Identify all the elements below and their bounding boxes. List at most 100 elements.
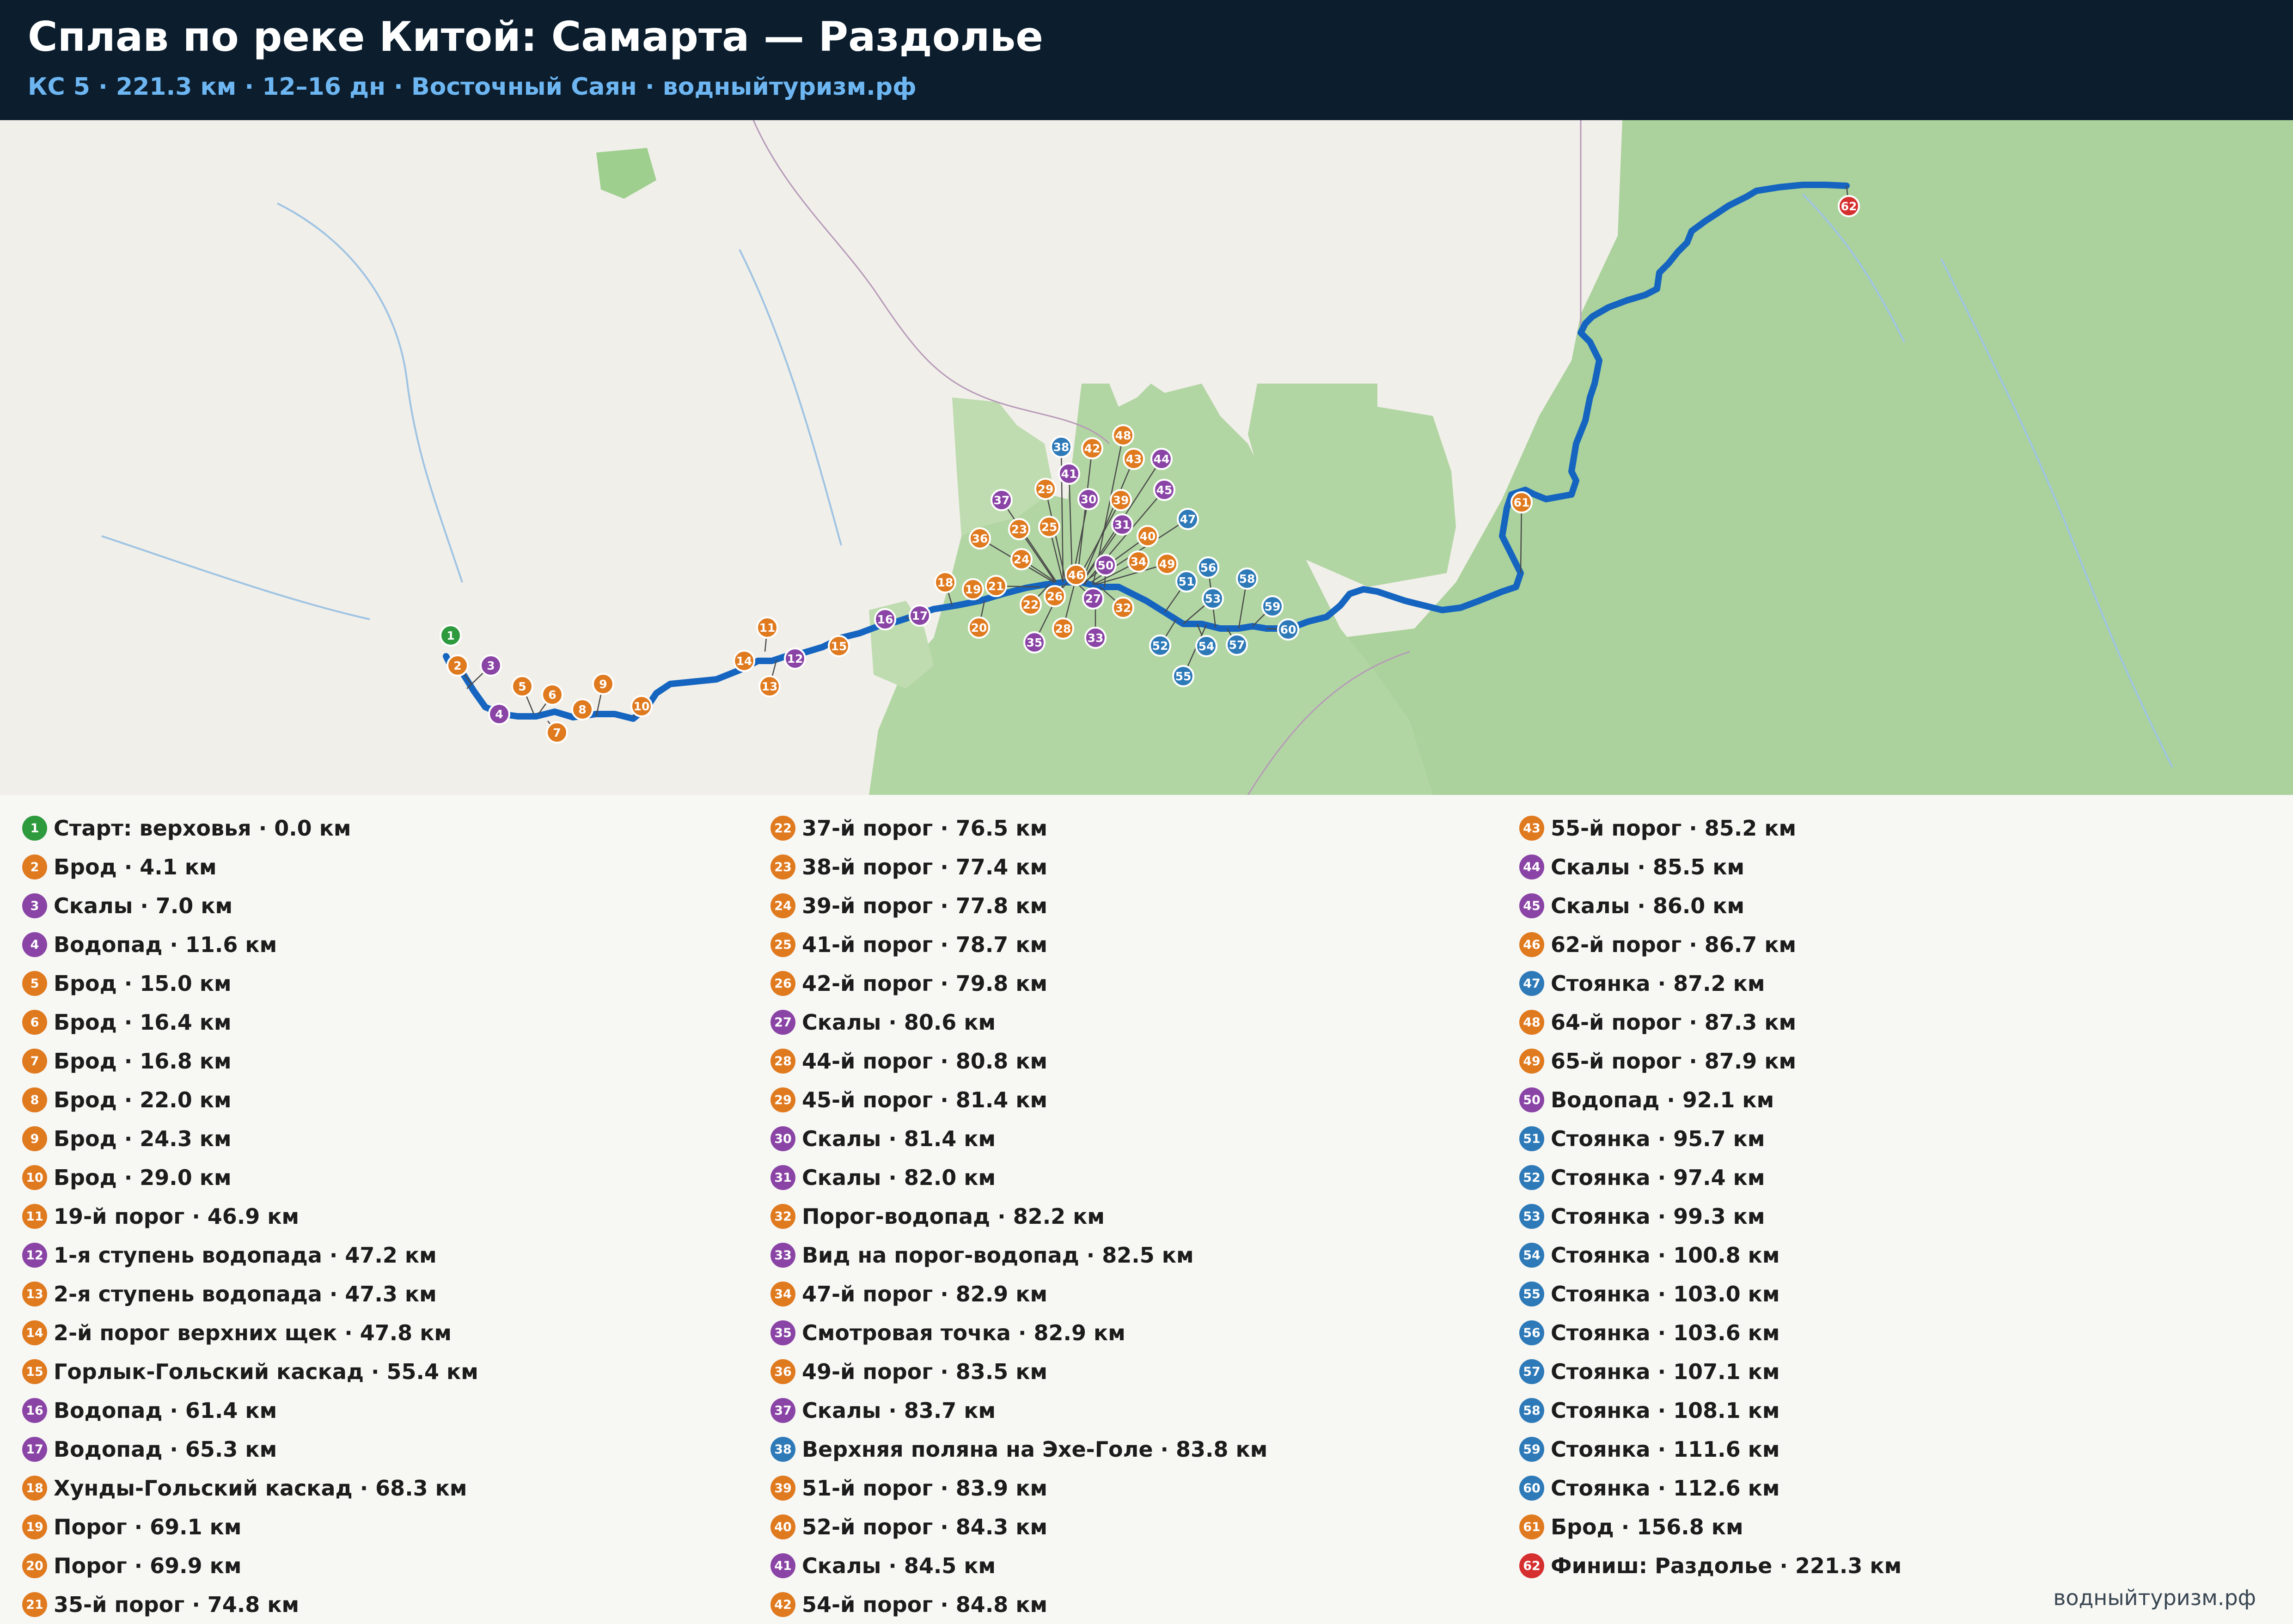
route-marker[interactable]: 2 — [446, 654, 469, 677]
route-marker[interactable]: 29 — [1034, 478, 1057, 500]
route-line[interactable] — [443, 182, 1850, 722]
route-marker-circle[interactable] — [1065, 564, 1087, 586]
route-marker-circle[interactable] — [1077, 488, 1100, 510]
route-marker-circle[interactable] — [1095, 554, 1117, 576]
route-marker-circle[interactable] — [1111, 513, 1133, 536]
route-marker-circle[interactable] — [1177, 508, 1199, 530]
route-marker-circle[interactable] — [446, 654, 469, 677]
route-marker[interactable]: 60 — [1277, 618, 1299, 641]
route-marker[interactable]: 8 — [571, 698, 593, 720]
route-marker-circle[interactable] — [1153, 479, 1175, 501]
route-marker-circle[interactable] — [1112, 424, 1134, 446]
route-marker-circle[interactable] — [1084, 627, 1107, 649]
route-marker-circle[interactable] — [1082, 587, 1104, 610]
route-marker[interactable]: 3 — [480, 654, 502, 677]
route-marker-circle[interactable] — [1050, 436, 1072, 458]
route-marker-circle[interactable] — [1838, 195, 1860, 217]
route-marker-circle[interactable] — [756, 617, 778, 639]
route-marker[interactable]: 43 — [1123, 448, 1145, 470]
route-marker-circle[interactable] — [1226, 634, 1248, 656]
route-marker[interactable]: 59 — [1261, 595, 1284, 617]
route-marker[interactable]: 35 — [1023, 631, 1046, 653]
route-marker[interactable]: 34 — [1127, 550, 1150, 573]
route-marker[interactable]: 38 — [1050, 436, 1072, 458]
route-marker[interactable]: 22 — [1020, 593, 1042, 616]
route-marker[interactable]: 6 — [541, 684, 563, 706]
route-marker-circle[interactable] — [969, 527, 991, 549]
route-marker-circle[interactable] — [546, 721, 568, 744]
route-marker[interactable]: 13 — [758, 675, 781, 697]
route-marker[interactable]: 5 — [511, 675, 533, 697]
route-marker[interactable]: 23 — [1008, 518, 1030, 540]
route-marker[interactable]: 62 — [1838, 195, 1860, 217]
route-marker[interactable]: 14 — [733, 650, 755, 672]
route-marker[interactable]: 45 — [1153, 479, 1175, 501]
route-marker-circle[interactable] — [1172, 665, 1194, 687]
route-marker[interactable]: 32 — [1112, 597, 1134, 619]
route-marker[interactable]: 11 — [756, 617, 778, 639]
route-marker[interactable]: 25 — [1038, 516, 1060, 538]
route-marker-circle[interactable] — [733, 650, 755, 672]
route-marker[interactable]: 18 — [934, 571, 956, 593]
route-marker-circle[interactable] — [488, 703, 510, 725]
route-marker[interactable]: 55 — [1172, 665, 1194, 687]
route-marker[interactable]: 39 — [1110, 489, 1132, 511]
route-marker[interactable]: 36 — [969, 527, 991, 549]
route-marker-circle[interactable] — [985, 575, 1007, 597]
route-marker-circle[interactable] — [1008, 518, 1030, 540]
route-marker-circle[interactable] — [1110, 489, 1132, 511]
route-marker-circle[interactable] — [630, 695, 653, 717]
route-marker[interactable]: 15 — [828, 635, 850, 657]
route-marker[interactable]: 19 — [962, 578, 984, 600]
route-marker[interactable]: 24 — [1010, 548, 1033, 570]
route-map[interactable]: 1 2 3 4 5 6 7 8 9 10 11 12 13 14 15 16 17 18 19 20 21 22 23 24 2… — [0, 120, 2293, 795]
route-marker[interactable]: 48 — [1112, 424, 1134, 446]
route-marker[interactable]: 33 — [1084, 627, 1107, 649]
route-marker[interactable]: 46 — [1065, 564, 1087, 586]
route-marker-circle[interactable] — [1510, 491, 1533, 513]
route-marker-circle[interactable] — [828, 635, 850, 657]
route-marker[interactable]: 26 — [1044, 585, 1066, 607]
route-marker-circle[interactable] — [962, 578, 984, 600]
route-marker[interactable]: 16 — [874, 608, 896, 630]
route-marker[interactable]: 61 — [1510, 491, 1533, 513]
route-marker[interactable]: 52 — [1149, 635, 1171, 657]
route-marker-circle[interactable] — [571, 698, 593, 720]
route-marker-circle[interactable] — [1058, 463, 1080, 485]
route-marker[interactable]: 31 — [1111, 513, 1133, 536]
route-marker-circle[interactable] — [1052, 617, 1074, 640]
route-marker[interactable]: 21 — [985, 575, 1007, 597]
route-marker[interactable]: 30 — [1077, 488, 1100, 510]
route-marker-circle[interactable] — [934, 571, 956, 593]
route-marker-circle[interactable] — [1277, 618, 1299, 641]
route-marker-circle[interactable] — [909, 604, 931, 627]
route-marker[interactable]: 56 — [1197, 556, 1219, 579]
route-marker-circle[interactable] — [1150, 448, 1173, 470]
route-marker-circle[interactable] — [1010, 548, 1033, 570]
route-marker-circle[interactable] — [968, 617, 990, 639]
route-marker-circle[interactable] — [440, 624, 462, 647]
route-marker-circle[interactable] — [592, 673, 614, 695]
route-marker-circle[interactable] — [1197, 556, 1219, 579]
route-marker-circle[interactable] — [1175, 570, 1198, 592]
route-marker[interactable]: 7 — [546, 721, 568, 744]
route-marker-circle[interactable] — [784, 647, 806, 670]
route-marker[interactable]: 40 — [1137, 525, 1159, 547]
route-marker-circle[interactable] — [991, 489, 1013, 511]
route-marker-circle[interactable] — [541, 684, 563, 706]
route-marker-circle[interactable] — [1023, 631, 1046, 653]
route-marker-circle[interactable] — [1236, 568, 1258, 590]
route-marker-circle[interactable] — [1044, 585, 1066, 607]
route-marker[interactable]: 10 — [630, 695, 653, 717]
route-marker-circle[interactable] — [1127, 550, 1150, 573]
route-marker[interactable]: 58 — [1236, 568, 1258, 590]
route-marker[interactable]: 4 — [488, 703, 510, 725]
route-marker-circle[interactable] — [758, 675, 781, 697]
route-marker-circle[interactable] — [1261, 595, 1284, 617]
route-marker[interactable]: 27 — [1082, 587, 1104, 610]
route-marker-circle[interactable] — [1137, 525, 1159, 547]
route-marker[interactable]: 17 — [909, 604, 931, 627]
route-marker-circle[interactable] — [1123, 448, 1145, 470]
